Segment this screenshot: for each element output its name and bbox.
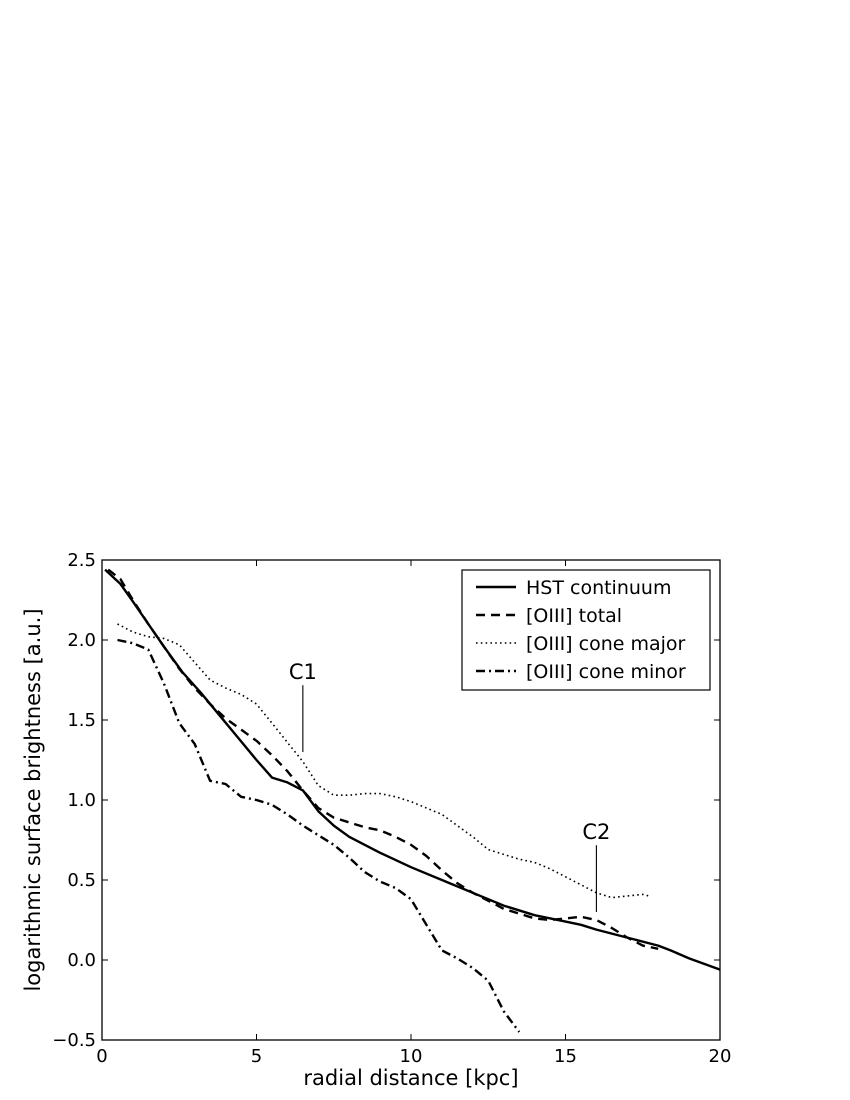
annotation-label: C2 [582,820,610,844]
axis-ticks: 0 5 10 15 20 −0.5 0.0 0.5 1.0 1.5 2.0 2.5 [52,550,731,1067]
y-tick-label: 0.5 [67,870,96,891]
x-tick-label: 0 [96,1046,107,1067]
series-group [104,568,721,1033]
series-line-4 [117,638,521,1033]
legend-entry: [OIII] cone major [526,633,686,655]
x-tick-label: 15 [554,1046,577,1067]
annotation-label: C1 [289,660,317,684]
x-axis-label: radial distance [kpc] [303,1066,518,1090]
y-tick-label: 0.0 [67,950,96,971]
x-tick-label: 10 [400,1046,423,1067]
y-tick-label: −0.5 [52,1030,96,1051]
y-axis-label: logarithmic surface brightness [a.u.] [21,608,45,991]
legend: HST continuum [OIII] total [OIII] cone maj… [461,569,711,691]
legend-entry: HST continuum [526,577,671,599]
y-tick-label: 2.5 [67,550,96,571]
x-tick-label: 20 [709,1046,732,1067]
x-tick-label: 5 [251,1046,262,1067]
y-tick-label: 1.0 [67,790,96,811]
annotation-group: C1 C2 [289,660,610,912]
legend-entry: [OIII] cone minor [526,661,686,683]
legend-entry: [OIII] total [526,605,622,627]
y-tick-label: 2.0 [67,630,96,651]
y-tick-label: 1.5 [67,710,96,731]
